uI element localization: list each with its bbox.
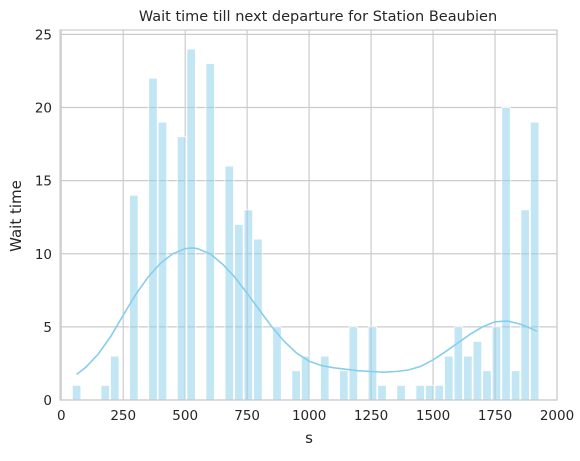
x-tick-label: 1000: [292, 408, 326, 424]
histogram-bar: [339, 370, 349, 401]
x-tick-label: 1750: [478, 408, 512, 424]
y-tick-label: 0: [43, 393, 52, 409]
histogram-bar: [243, 209, 254, 401]
histogram-bar: [253, 238, 263, 401]
x-tick-label: 2000: [540, 408, 574, 424]
x-tick-label: 1250: [354, 408, 388, 424]
histogram-bar: [320, 355, 330, 401]
histogram-bar: [530, 121, 540, 401]
histogram-bar: [224, 165, 234, 401]
histogram-bar: [396, 384, 406, 401]
histogram-bar: [272, 326, 282, 401]
histogram-bar: [348, 326, 359, 401]
histogram-bar: [482, 370, 492, 401]
histogram-bar: [444, 355, 454, 401]
x-tick-label: 750: [234, 408, 260, 424]
chart-title: Wait time till next departure for Statio…: [139, 9, 497, 25]
histogram-bar: [425, 384, 435, 401]
histogram-bar: [377, 384, 387, 401]
x-axis-label: s: [305, 429, 313, 447]
y-tick-label: 20: [35, 101, 52, 117]
y-tick-label: 10: [35, 247, 52, 263]
histogram-bar: [415, 384, 425, 401]
histogram-bar: [510, 370, 521, 401]
y-axis-label: Wait time: [7, 180, 25, 252]
histogram-bar: [205, 63, 215, 401]
histogram-bar: [176, 136, 187, 401]
histogram-bar: [110, 355, 120, 401]
histogram-bar: [367, 326, 378, 401]
x-tick-label: 250: [110, 408, 136, 424]
y-tick-label: 15: [35, 174, 52, 190]
plot-frame: [59, 29, 558, 401]
histogram-bar: [71, 384, 82, 401]
histogram-bar: [234, 224, 244, 401]
histogram-bar: [520, 209, 530, 401]
histogram-bar: [434, 384, 444, 401]
histogram-bar: [291, 370, 301, 401]
histogram-bar: [186, 48, 196, 401]
histogram-bar: [300, 355, 311, 401]
kde-curve: [76, 247, 538, 376]
histogram-bar: [148, 77, 158, 401]
x-tick-label: 1500: [416, 408, 450, 424]
y-tick-label: 25: [35, 27, 52, 43]
histogram-bar: [472, 341, 483, 401]
histogram-bar: [100, 384, 110, 401]
histogram-bar: [491, 326, 502, 401]
histogram-bar: [501, 107, 511, 401]
y-tick-label: 5: [43, 320, 52, 336]
x-tick-label: 0: [57, 408, 66, 424]
histogram-bar: [463, 355, 473, 401]
x-tick-label: 500: [172, 408, 198, 424]
histogram-bar: [453, 326, 464, 401]
